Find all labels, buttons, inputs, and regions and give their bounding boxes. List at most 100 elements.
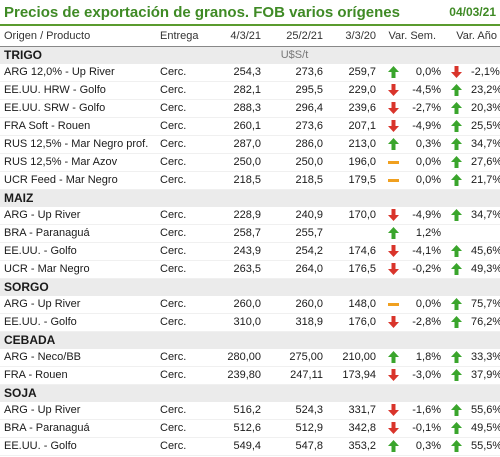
cell-price-current: 254,3 xyxy=(212,64,263,82)
cell-price-year: 342,8 xyxy=(325,419,377,438)
table-row: FRA Soft - Rouen Cerc. 260,1 273,6 207,1 -4,9… xyxy=(0,117,500,136)
arrow-down-icon xyxy=(387,120,399,133)
cell-var-anio: 55,6% xyxy=(471,402,500,420)
cell-price-year: 170,0 xyxy=(325,207,377,225)
arrow-up-icon xyxy=(451,84,462,97)
cell-origen: RUS 12,5% - Mar Azov xyxy=(0,153,158,172)
cell-origen: UCR - Mar Negro xyxy=(0,260,158,279)
cell-price-year: 229,0 xyxy=(325,81,377,100)
arrow-up-icon xyxy=(387,440,399,453)
arrow-down-icon xyxy=(387,404,399,417)
cell-sem-trend xyxy=(377,99,410,118)
cell-entrega: Cerc. xyxy=(158,153,212,172)
cell-entrega: Cerc. xyxy=(158,296,212,314)
cell-anio-trend xyxy=(442,135,471,154)
arrow-up-icon xyxy=(451,245,462,258)
cell-entrega: Cerc. xyxy=(158,242,212,261)
cell-price-week: 547,8 xyxy=(263,437,325,456)
cell-sem-trend xyxy=(377,313,410,332)
arrow-down-icon xyxy=(387,316,399,329)
arrow-up-icon xyxy=(451,156,462,169)
table-row: EE.UU. - Golfo Cerc. 243,9 254,2 174,6 -4,1% 4… xyxy=(0,242,500,261)
cell-origen: FRA Soft - Rouen xyxy=(0,117,158,136)
cell-origen: BRA - Paranaguá xyxy=(0,419,158,438)
cell-sem-trend xyxy=(377,135,410,154)
cell-sem-trend xyxy=(377,207,410,225)
cell-price-week: 254,2 xyxy=(263,242,325,261)
cell-price-current: 288,3 xyxy=(212,99,263,118)
arrow-up-icon xyxy=(451,351,462,364)
cell-var-anio xyxy=(471,224,500,243)
cell-anio-trend xyxy=(442,207,471,225)
cell-price-current: 218,5 xyxy=(212,171,263,190)
cell-var-anio: 34,7% xyxy=(471,135,500,154)
cell-price-week: 295,5 xyxy=(263,81,325,100)
cell-price-week: 247,11 xyxy=(263,366,325,385)
cell-entrega: Cerc. xyxy=(158,207,212,225)
arrow-up-icon xyxy=(387,227,399,240)
section-title: CEBADA xyxy=(0,331,212,349)
cell-sem-trend xyxy=(377,153,410,172)
cell-var-anio: 49,5% xyxy=(471,419,500,438)
cell-price-year: 174,6 xyxy=(325,242,377,261)
cell-var-sem: -4,9% xyxy=(409,207,442,225)
arrow-down-icon xyxy=(387,263,399,276)
cell-price-current: 243,9 xyxy=(212,242,263,261)
section-title: TRIGO xyxy=(0,46,212,64)
cell-price-current: 228,9 xyxy=(212,207,263,225)
header-var-anio: Var. Año xyxy=(442,26,500,47)
cell-price-year: 176,5 xyxy=(325,260,377,279)
table-row: ARG - Neco/BB Cerc. 280,00 275,00 210,00 1,8%… xyxy=(0,349,500,367)
cell-anio-trend xyxy=(442,99,471,118)
arrow-up-icon xyxy=(451,369,462,382)
cell-var-anio: 76,2% xyxy=(471,313,500,332)
table-body: TRIGO U$S/t ARG 12,0% - Up River Cerc. 254,3… xyxy=(0,46,500,456)
arrow-down-icon xyxy=(387,422,399,435)
cell-price-year: 173,94 xyxy=(325,366,377,385)
header-entrega: Entrega xyxy=(158,26,212,47)
table-row: ARG - Up River Cerc. 260,0 260,0 148,0 0,0% 75… xyxy=(0,296,500,314)
arrow-up-icon xyxy=(451,422,462,435)
cell-entrega: Cerc. xyxy=(158,313,212,332)
arrow-down-icon xyxy=(387,245,399,258)
cell-sem-trend xyxy=(377,117,410,136)
cell-var-anio: 75,7% xyxy=(471,296,500,314)
dash-icon xyxy=(387,298,399,310)
cell-var-anio: 55,5% xyxy=(471,437,500,456)
cell-origen: ARG 12,0% - Up River xyxy=(0,64,158,82)
cell-price-year: 210,00 xyxy=(325,349,377,367)
cell-price-week: 250,0 xyxy=(263,153,325,172)
cell-price-year: 331,7 xyxy=(325,402,377,420)
table-row: ARG - Up River Cerc. 516,2 524,3 331,7 -1,6% 5… xyxy=(0,402,500,420)
cell-price-year: 259,7 xyxy=(325,64,377,82)
arrow-up-icon xyxy=(387,138,399,151)
cell-origen: RUS 12,5% - Mar Negro prof. xyxy=(0,135,158,154)
cell-anio-trend xyxy=(442,402,471,420)
arrow-up-icon xyxy=(451,102,462,115)
section-title: SOJA xyxy=(0,384,212,402)
section-row: SORGO xyxy=(0,278,500,296)
cell-price-current: 516,2 xyxy=(212,402,263,420)
table-header: Origen / Producto Entrega 4/3/21 25/2/21… xyxy=(0,26,500,47)
cell-price-year: 179,5 xyxy=(325,171,377,190)
header-origen: Origen / Producto xyxy=(0,26,158,47)
cell-var-anio: -2,1% xyxy=(471,64,500,82)
cell-price-current: 310,0 xyxy=(212,313,263,332)
arrow-down-icon xyxy=(387,209,399,222)
cell-price-week: 286,0 xyxy=(263,135,325,154)
cell-var-sem: -2,8% xyxy=(409,313,442,332)
cell-price-current: 258,7 xyxy=(212,224,263,243)
cell-price-week: 296,4 xyxy=(263,99,325,118)
cell-entrega: Cerc. xyxy=(158,99,212,118)
cell-price-current: 263,5 xyxy=(212,260,263,279)
cell-sem-trend xyxy=(377,224,410,243)
cell-anio-trend xyxy=(442,171,471,190)
cell-price-week: 318,9 xyxy=(263,313,325,332)
table-row: EE.UU. - Golfo Cerc. 310,0 318,9 176,0 -2,8% 7… xyxy=(0,313,500,332)
cell-price-current: 280,00 xyxy=(212,349,263,367)
cell-anio-trend xyxy=(442,242,471,261)
cell-var-anio: 49,3% xyxy=(471,260,500,279)
cell-var-anio: 37,9% xyxy=(471,366,500,385)
cell-var-anio: 27,6% xyxy=(471,153,500,172)
cell-price-current: 512,6 xyxy=(212,419,263,438)
